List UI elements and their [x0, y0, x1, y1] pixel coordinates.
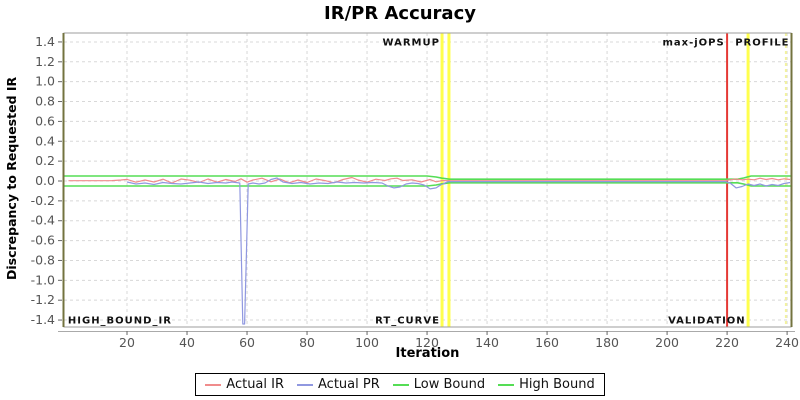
legend-swatch-high-bound [498, 383, 515, 386]
annotation-profile: PROFILE [735, 37, 789, 48]
annotation-validation: VALIDATION [668, 316, 746, 327]
series-low-bound [64, 182, 791, 187]
x-tick-label: 60 [239, 335, 255, 350]
x-tick-label: 40 [179, 335, 195, 350]
y-tick-label: -1.0 [31, 272, 55, 287]
chart-title: IR/PR Accuracy [324, 3, 476, 24]
x-tick-label: 140 [475, 335, 499, 350]
x-tick-label: 100 [355, 335, 379, 350]
y-tick-label: -0.4 [31, 213, 55, 228]
series-actual-ir [68, 176, 791, 184]
y-tick-label: -0.6 [31, 233, 55, 248]
y-tick-label: 0.8 [35, 94, 55, 109]
y-tick-label: -0.2 [31, 193, 55, 208]
series-high-bound [64, 175, 791, 180]
y-tick-label: 1.4 [35, 34, 55, 49]
legend-box: Actual IR Actual PR Low Bound High Bound [195, 373, 605, 396]
y-tick-label: 0.4 [35, 133, 55, 148]
y-tick-label: 0.2 [35, 153, 55, 168]
x-tick-label: 160 [535, 335, 559, 350]
annotation-high-bound-ir: HIGH_BOUND_IR [68, 316, 172, 327]
legend-swatch-low-bound [392, 383, 409, 386]
y-tick-label: 0.6 [35, 113, 55, 128]
annotation-max-jops: max-jOPS [662, 37, 724, 48]
x-tick-label: 220 [715, 335, 739, 350]
legend-item-low-bound: Low Bound [392, 377, 486, 392]
legend-item-actual-pr: Actual PR [297, 377, 380, 392]
legend-swatch-actual-pr [297, 383, 314, 386]
annotation-warmup: WARMUP [383, 37, 440, 48]
legend-label-high-bound: High Bound [519, 377, 595, 392]
y-tick-label: -1.4 [31, 312, 55, 327]
y-tick-label: 1.0 [35, 74, 55, 89]
y-tick-label: -1.2 [31, 292, 55, 307]
y-tick-label: 0.0 [35, 173, 55, 188]
legend-label-actual-pr: Actual PR [318, 377, 380, 392]
x-tick-label: 240 [775, 335, 799, 350]
annotation-rt-curve: RT_CURVE [375, 316, 440, 327]
x-axis-title: Iteration [395, 346, 460, 361]
legend-item-high-bound: High Bound [498, 377, 595, 392]
x-tick-label: 180 [595, 335, 619, 350]
legend-item-actual-ir: Actual IR [205, 377, 284, 392]
legend: Actual IR Actual PR Low Bound High Bound [0, 373, 800, 396]
x-tick-label: 200 [655, 335, 679, 350]
x-tick-label: 120 [415, 335, 439, 350]
legend-label-actual-ir: Actual IR [226, 377, 285, 392]
legend-label-low-bound: Low Bound [413, 377, 486, 392]
series-actual-pr [126, 177, 791, 325]
y-tick-label: -0.8 [31, 252, 55, 267]
y-tick-label: 1.2 [35, 54, 55, 69]
x-tick-label: 80 [299, 335, 315, 350]
x-tick-label: 20 [119, 335, 135, 350]
legend-swatch-actual-ir [205, 383, 222, 386]
